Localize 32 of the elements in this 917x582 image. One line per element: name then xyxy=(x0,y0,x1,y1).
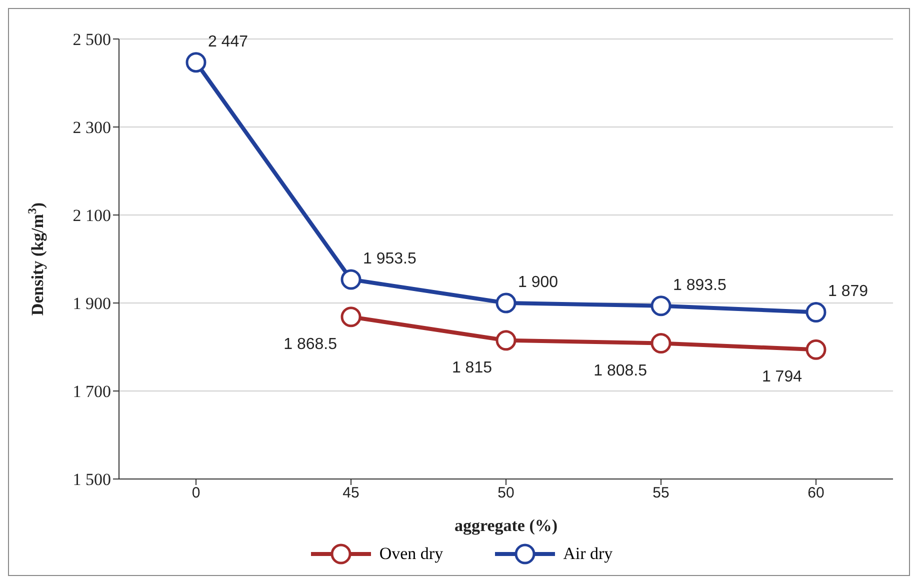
x-tick-label: 60 xyxy=(808,484,824,502)
data-label: 1 815 xyxy=(452,359,492,376)
point xyxy=(650,333,672,354)
data-label: 1 879 xyxy=(828,283,868,300)
point xyxy=(496,292,516,314)
y-tick-label: 1 500 xyxy=(72,470,111,490)
y-tick-label: 1 900 xyxy=(72,294,111,314)
legend-label: Oven dry xyxy=(379,544,444,564)
data-label: 1 868.5 xyxy=(284,336,338,353)
data-label: 1 953.5 xyxy=(363,250,416,268)
point xyxy=(806,302,826,322)
data-label: 1 794 xyxy=(762,368,802,386)
point xyxy=(340,269,362,290)
point xyxy=(340,306,362,328)
point xyxy=(496,330,516,351)
legend-label: Air dry xyxy=(563,544,613,564)
x-tick-label: 0 xyxy=(192,484,200,502)
x-axis-title: aggregate (%) xyxy=(454,516,558,535)
data-label: 1 900 xyxy=(518,274,558,291)
y-tick-label: 2 100 xyxy=(72,206,111,226)
x-tick-label: 50 xyxy=(498,484,514,502)
x-tick-label: 55 xyxy=(652,484,670,502)
point xyxy=(186,52,206,73)
point xyxy=(650,296,672,316)
point xyxy=(806,339,826,360)
x-tick-label: 45 xyxy=(342,484,360,502)
data-label: 1 893.5 xyxy=(673,276,726,294)
y-tick-label: 1 700 xyxy=(72,382,111,402)
y-tick-label: 2 500 xyxy=(72,30,111,50)
data-label: 1 808.5 xyxy=(594,362,648,380)
y-tick-label: 2 300 xyxy=(72,118,111,138)
data-label: 2 447 xyxy=(208,33,248,50)
